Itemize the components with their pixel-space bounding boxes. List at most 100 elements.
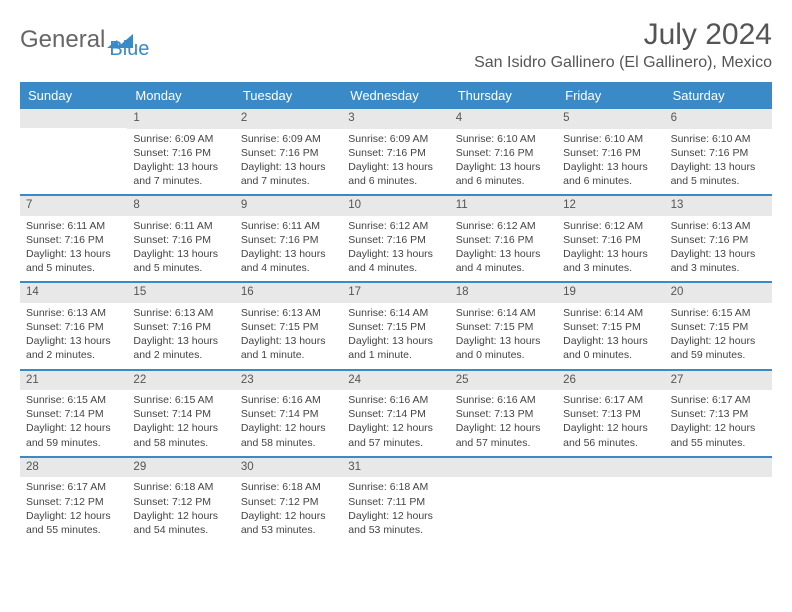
calendar-cell: 3Sunrise: 6:09 AMSunset: 7:16 PMDaylight… xyxy=(342,109,449,194)
day-number: 9 xyxy=(235,196,342,216)
daylight1-text: Daylight: 13 hours xyxy=(456,160,551,174)
daylight2-text: and 58 minutes. xyxy=(241,436,336,450)
day-number: 25 xyxy=(450,371,557,391)
daylight1-text: Daylight: 13 hours xyxy=(241,247,336,261)
sunrise-text: Sunrise: 6:12 AM xyxy=(348,219,443,233)
sunset-text: Sunset: 7:16 PM xyxy=(241,233,336,247)
sunrise-text: Sunrise: 6:14 AM xyxy=(456,306,551,320)
day-number: 30 xyxy=(235,458,342,478)
sunrise-text: Sunrise: 6:11 AM xyxy=(26,219,121,233)
calendar-week: 7Sunrise: 6:11 AMSunset: 7:16 PMDaylight… xyxy=(20,196,772,283)
daylight1-text: Daylight: 13 hours xyxy=(241,334,336,348)
day-number: 21 xyxy=(20,371,127,391)
calendar-cell: 23Sunrise: 6:16 AMSunset: 7:14 PMDayligh… xyxy=(235,371,342,456)
sunrise-text: Sunrise: 6:12 AM xyxy=(456,219,551,233)
daylight2-text: and 3 minutes. xyxy=(671,261,766,275)
day-number: 27 xyxy=(665,371,772,391)
sunset-text: Sunset: 7:14 PM xyxy=(241,407,336,421)
daylight2-text: and 2 minutes. xyxy=(133,348,228,362)
sunrise-text: Sunrise: 6:10 AM xyxy=(671,132,766,146)
day-header-row: Sunday Monday Tuesday Wednesday Thursday… xyxy=(20,82,772,109)
sunrise-text: Sunrise: 6:17 AM xyxy=(671,393,766,407)
daylight1-text: Daylight: 13 hours xyxy=(563,160,658,174)
sunrise-text: Sunrise: 6:15 AM xyxy=(133,393,228,407)
sunrise-text: Sunrise: 6:18 AM xyxy=(348,480,443,494)
calendar-cell: 19Sunrise: 6:14 AMSunset: 7:15 PMDayligh… xyxy=(557,283,664,368)
day-number: 17 xyxy=(342,283,449,303)
daylight1-text: Daylight: 13 hours xyxy=(348,334,443,348)
sunset-text: Sunset: 7:12 PM xyxy=(241,495,336,509)
sunset-text: Sunset: 7:12 PM xyxy=(133,495,228,509)
calendar-cell: 22Sunrise: 6:15 AMSunset: 7:14 PMDayligh… xyxy=(127,371,234,456)
calendar-cell: 13Sunrise: 6:13 AMSunset: 7:16 PMDayligh… xyxy=(665,196,772,281)
sunrise-text: Sunrise: 6:10 AM xyxy=(563,132,658,146)
sunrise-text: Sunrise: 6:17 AM xyxy=(26,480,121,494)
daylight2-text: and 4 minutes. xyxy=(348,261,443,275)
day-header: Wednesday xyxy=(342,82,449,109)
day-body: Sunrise: 6:18 AMSunset: 7:12 PMDaylight:… xyxy=(127,477,234,543)
daylight1-text: Daylight: 13 hours xyxy=(348,160,443,174)
sunset-text: Sunset: 7:13 PM xyxy=(671,407,766,421)
day-body: Sunrise: 6:13 AMSunset: 7:16 PMDaylight:… xyxy=(127,303,234,369)
day-body: Sunrise: 6:17 AMSunset: 7:12 PMDaylight:… xyxy=(20,477,127,543)
day-body: Sunrise: 6:11 AMSunset: 7:16 PMDaylight:… xyxy=(127,216,234,282)
day-number: 6 xyxy=(665,109,772,129)
day-number: 23 xyxy=(235,371,342,391)
day-body: Sunrise: 6:10 AMSunset: 7:16 PMDaylight:… xyxy=(665,129,772,195)
day-number xyxy=(557,458,664,477)
calendar-cell xyxy=(450,458,557,543)
calendar-cell: 25Sunrise: 6:16 AMSunset: 7:13 PMDayligh… xyxy=(450,371,557,456)
sunrise-text: Sunrise: 6:11 AM xyxy=(133,219,228,233)
sunset-text: Sunset: 7:13 PM xyxy=(563,407,658,421)
daylight2-text: and 0 minutes. xyxy=(456,348,551,362)
day-body: Sunrise: 6:15 AMSunset: 7:14 PMDaylight:… xyxy=(127,390,234,456)
day-number: 31 xyxy=(342,458,449,478)
calendar-cell: 29Sunrise: 6:18 AMSunset: 7:12 PMDayligh… xyxy=(127,458,234,543)
calendar-cell: 27Sunrise: 6:17 AMSunset: 7:13 PMDayligh… xyxy=(665,371,772,456)
daylight2-text: and 55 minutes. xyxy=(671,436,766,450)
brand-part1: General xyxy=(20,26,105,54)
sunrise-text: Sunrise: 6:17 AM xyxy=(563,393,658,407)
daylight1-text: Daylight: 13 hours xyxy=(26,334,121,348)
calendar-cell: 30Sunrise: 6:18 AMSunset: 7:12 PMDayligh… xyxy=(235,458,342,543)
daylight1-text: Daylight: 13 hours xyxy=(133,334,228,348)
sunset-text: Sunset: 7:16 PM xyxy=(671,233,766,247)
sunrise-text: Sunrise: 6:11 AM xyxy=(241,219,336,233)
sunset-text: Sunset: 7:15 PM xyxy=(563,320,658,334)
sunrise-text: Sunrise: 6:16 AM xyxy=(456,393,551,407)
day-number: 16 xyxy=(235,283,342,303)
day-number: 18 xyxy=(450,283,557,303)
calendar-cell: 16Sunrise: 6:13 AMSunset: 7:15 PMDayligh… xyxy=(235,283,342,368)
day-number: 3 xyxy=(342,109,449,129)
day-number: 24 xyxy=(342,371,449,391)
day-number: 10 xyxy=(342,196,449,216)
day-number: 13 xyxy=(665,196,772,216)
daylight2-text: and 6 minutes. xyxy=(563,174,658,188)
calendar: Sunday Monday Tuesday Wednesday Thursday… xyxy=(20,82,772,543)
daylight2-text: and 7 minutes. xyxy=(241,174,336,188)
day-body: Sunrise: 6:09 AMSunset: 7:16 PMDaylight:… xyxy=(127,129,234,195)
title-block: July 2024 San Isidro Gallinero (El Galli… xyxy=(474,18,772,72)
day-body: Sunrise: 6:12 AMSunset: 7:16 PMDaylight:… xyxy=(450,216,557,282)
day-body: Sunrise: 6:13 AMSunset: 7:15 PMDaylight:… xyxy=(235,303,342,369)
daylight1-text: Daylight: 13 hours xyxy=(26,247,121,261)
daylight1-text: Daylight: 13 hours xyxy=(133,247,228,261)
day-header: Sunday xyxy=(20,82,127,109)
sunset-text: Sunset: 7:15 PM xyxy=(456,320,551,334)
daylight1-text: Daylight: 13 hours xyxy=(456,247,551,261)
calendar-cell: 17Sunrise: 6:14 AMSunset: 7:15 PMDayligh… xyxy=(342,283,449,368)
daylight2-text: and 6 minutes. xyxy=(348,174,443,188)
sunset-text: Sunset: 7:16 PM xyxy=(26,320,121,334)
day-number: 28 xyxy=(20,458,127,478)
daylight2-text: and 7 minutes. xyxy=(133,174,228,188)
day-body: Sunrise: 6:15 AMSunset: 7:15 PMDaylight:… xyxy=(665,303,772,369)
sunset-text: Sunset: 7:14 PM xyxy=(26,407,121,421)
calendar-week: 14Sunrise: 6:13 AMSunset: 7:16 PMDayligh… xyxy=(20,283,772,370)
daylight2-text: and 55 minutes. xyxy=(26,523,121,537)
day-header: Tuesday xyxy=(235,82,342,109)
day-number xyxy=(665,458,772,477)
daylight2-text: and 59 minutes. xyxy=(671,348,766,362)
calendar-body: 1Sunrise: 6:09 AMSunset: 7:16 PMDaylight… xyxy=(20,109,772,543)
day-number: 29 xyxy=(127,458,234,478)
day-number: 19 xyxy=(557,283,664,303)
